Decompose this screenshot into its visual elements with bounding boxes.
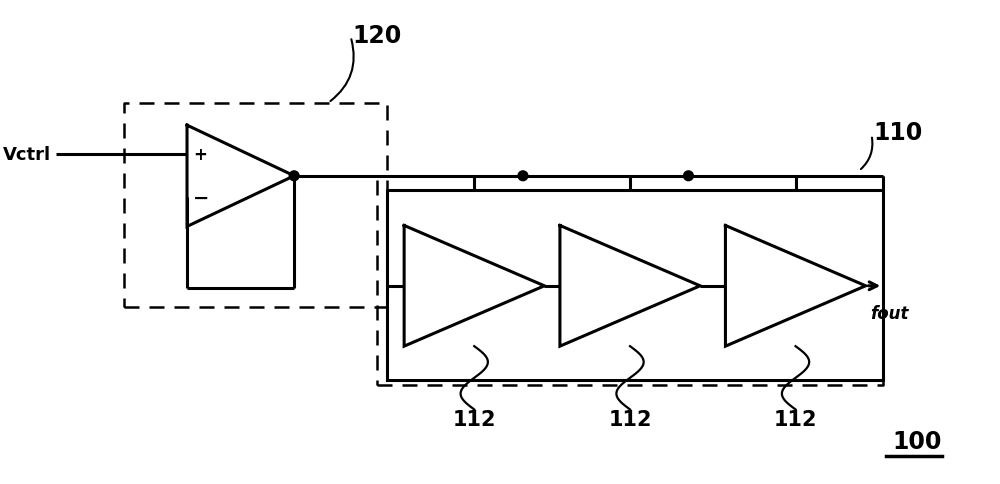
Circle shape bbox=[289, 171, 299, 182]
Text: fout: fout bbox=[871, 304, 909, 322]
Circle shape bbox=[518, 171, 528, 182]
Text: 112: 112 bbox=[452, 409, 496, 429]
Text: +: + bbox=[194, 146, 208, 164]
Text: 100: 100 bbox=[892, 429, 942, 453]
Text: −: − bbox=[192, 188, 209, 207]
Text: 112: 112 bbox=[774, 409, 817, 429]
Text: 112: 112 bbox=[608, 409, 652, 429]
Circle shape bbox=[684, 171, 693, 182]
Text: 120: 120 bbox=[353, 24, 402, 47]
Text: 110: 110 bbox=[873, 121, 923, 145]
Text: Vctrl: Vctrl bbox=[3, 146, 51, 164]
